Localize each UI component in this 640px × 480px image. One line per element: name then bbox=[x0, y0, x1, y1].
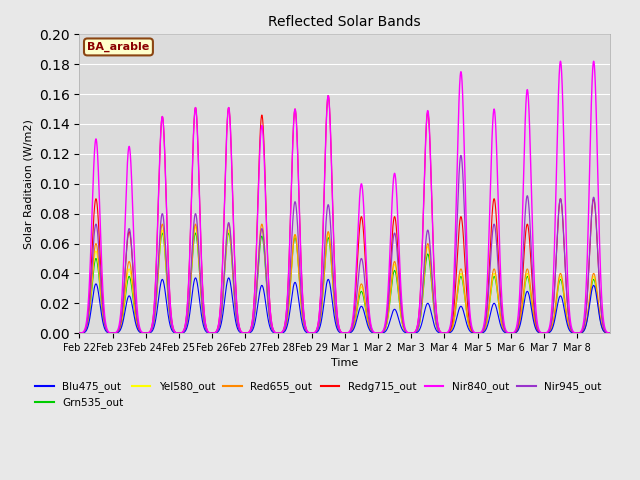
Grn535_out bbox=[365, 321, 372, 327]
Grn535_out bbox=[76, 330, 83, 336]
Red655_out bbox=[76, 330, 83, 336]
Nir945_out bbox=[76, 330, 83, 336]
X-axis label: Time: Time bbox=[331, 359, 358, 369]
Blu475_out bbox=[490, 300, 498, 306]
Redg715_out bbox=[393, 231, 401, 237]
Legend: Blu475_out, Grn535_out, Yel580_out, Red655_out, Redg715_out, Nir840_out, Nir945_: Blu475_out, Grn535_out, Yel580_out, Red6… bbox=[31, 377, 606, 413]
Nir840_out bbox=[530, 270, 538, 276]
Y-axis label: Solar Raditaion (W/m2): Solar Raditaion (W/m2) bbox=[23, 119, 33, 249]
Redg715_out bbox=[516, 306, 524, 312]
Yel580_out bbox=[606, 330, 614, 336]
Nir945_out bbox=[393, 244, 401, 250]
Red655_out bbox=[516, 316, 524, 322]
Nir840_out bbox=[516, 279, 524, 285]
Blu475_out bbox=[606, 330, 614, 336]
Line: Nir840_out: Nir840_out bbox=[79, 61, 610, 333]
Yel580_out bbox=[530, 316, 538, 322]
Grn535_out bbox=[490, 274, 498, 279]
Grn535_out bbox=[606, 330, 614, 336]
Nir945_out bbox=[457, 153, 465, 158]
Nir840_out bbox=[393, 192, 401, 198]
Redg715_out bbox=[606, 330, 614, 336]
Yel580_out bbox=[365, 320, 372, 326]
Nir840_out bbox=[606, 330, 614, 336]
Redg715_out bbox=[324, 93, 332, 98]
Title: Reflected Solar Bands: Reflected Solar Bands bbox=[269, 15, 421, 29]
Blu475_out bbox=[530, 321, 538, 326]
Blu475_out bbox=[393, 310, 401, 316]
Redg715_out bbox=[76, 330, 83, 336]
Grn535_out bbox=[530, 317, 538, 323]
Redg715_out bbox=[490, 196, 498, 202]
Redg715_out bbox=[530, 305, 538, 311]
Grn535_out bbox=[393, 277, 401, 283]
Grn535_out bbox=[159, 230, 166, 236]
Nir945_out bbox=[516, 300, 524, 306]
Red655_out bbox=[393, 269, 401, 275]
Nir840_out bbox=[186, 260, 193, 266]
Yel580_out bbox=[490, 271, 498, 276]
Nir840_out bbox=[76, 330, 83, 336]
Red655_out bbox=[490, 266, 498, 272]
Yel580_out bbox=[191, 224, 199, 230]
Redg715_out bbox=[186, 260, 193, 266]
Red655_out bbox=[365, 320, 372, 325]
Grn535_out bbox=[516, 318, 524, 324]
Text: BA_arable: BA_arable bbox=[87, 42, 150, 52]
Nir945_out bbox=[530, 298, 538, 304]
Yel580_out bbox=[186, 297, 193, 303]
Nir945_out bbox=[186, 293, 193, 299]
Blu475_out bbox=[191, 275, 199, 281]
Yel580_out bbox=[516, 317, 524, 323]
Blu475_out bbox=[516, 321, 524, 327]
Red655_out bbox=[606, 330, 614, 336]
Nir840_out bbox=[490, 106, 498, 112]
Blu475_out bbox=[76, 330, 83, 336]
Line: Redg715_out: Redg715_out bbox=[79, 96, 610, 333]
Redg715_out bbox=[365, 305, 372, 311]
Blu475_out bbox=[365, 324, 372, 330]
Line: Red655_out: Red655_out bbox=[79, 224, 610, 333]
Blu475_out bbox=[186, 313, 193, 319]
Nir945_out bbox=[490, 221, 498, 227]
Line: Nir945_out: Nir945_out bbox=[79, 156, 610, 333]
Yel580_out bbox=[393, 272, 401, 277]
Line: Blu475_out: Blu475_out bbox=[79, 278, 610, 333]
Grn535_out bbox=[186, 298, 193, 303]
Nir945_out bbox=[364, 313, 372, 319]
Red655_out bbox=[530, 315, 538, 321]
Line: Yel580_out: Yel580_out bbox=[79, 227, 610, 333]
Nir945_out bbox=[606, 330, 614, 336]
Nir840_out bbox=[590, 59, 598, 64]
Line: Grn535_out: Grn535_out bbox=[79, 233, 610, 333]
Red655_out bbox=[186, 295, 193, 300]
Red655_out bbox=[159, 221, 166, 227]
Yel580_out bbox=[76, 330, 83, 336]
Nir840_out bbox=[364, 297, 372, 302]
